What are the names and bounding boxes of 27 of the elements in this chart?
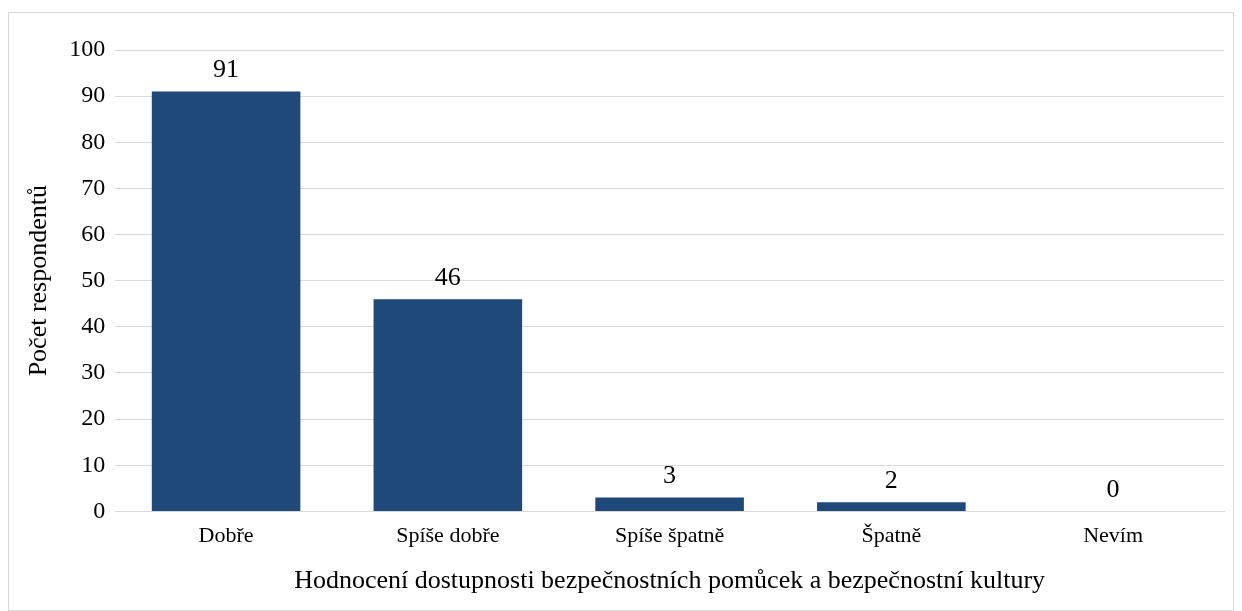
bar	[595, 497, 744, 511]
data-label: 0	[1106, 474, 1120, 504]
data-label: 91	[213, 54, 240, 84]
y-tick-label: 80	[81, 127, 106, 154]
data-label: 3	[663, 460, 677, 490]
data-label: 46	[434, 261, 461, 291]
y-tick-label: 60	[81, 219, 106, 246]
bar	[151, 91, 301, 511]
y-tick-label: 30	[81, 358, 106, 385]
x-tick-label: Špatně	[861, 522, 922, 548]
y-tick-label: 100	[69, 35, 106, 62]
x-axis-title: Hodnocení dostupnosti bezpečnostních pomůcek a bezpečnostní kultury	[294, 565, 1046, 595]
y-tick-label: 90	[81, 81, 106, 108]
bar	[817, 502, 966, 511]
y-tick-label: 50	[81, 266, 106, 292]
data-label: 2	[884, 465, 898, 494]
y-tick-label: 40	[81, 312, 106, 339]
bar	[373, 299, 523, 511]
y-tick-label: 0	[93, 496, 106, 523]
y-axis-title: Počet respondentů	[23, 185, 53, 377]
x-tick-label: Nevím	[1083, 522, 1144, 548]
x-tick-label: Dobře	[198, 522, 254, 548]
y-tick-label: 20	[81, 404, 106, 431]
x-tick-label: Spíše dobře	[396, 522, 500, 548]
y-tick-label: 10	[81, 450, 106, 477]
y-tick-label: 70	[81, 173, 106, 200]
x-tick-label: Spíše špatně	[614, 522, 725, 548]
